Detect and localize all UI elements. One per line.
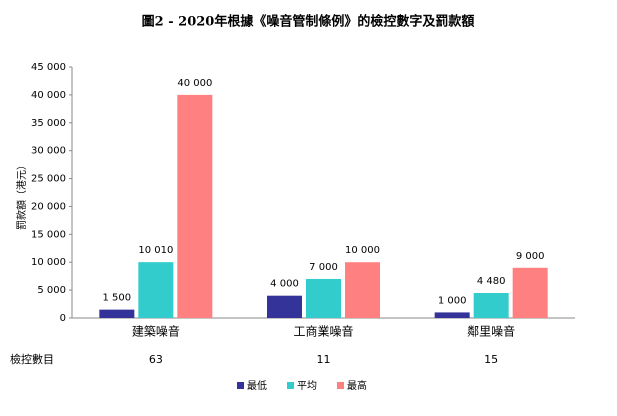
y-tick-label: 30 000: [31, 146, 66, 157]
legend-swatch: [237, 382, 244, 389]
data-label: 9 000: [516, 251, 545, 262]
y-tick-label: 35 000: [31, 118, 66, 129]
legend-swatch: [287, 382, 294, 389]
data-label: 7 000: [309, 262, 338, 273]
legend-label: 最高: [347, 379, 367, 392]
data-label: 10 010: [138, 245, 173, 256]
x-tick-label: 工商業噪音: [293, 324, 353, 339]
y-tick-label: 10 000: [31, 257, 66, 268]
bar: [99, 309, 135, 318]
y-tick-label: 45 000: [31, 62, 66, 73]
footer-row-value: 11: [317, 353, 331, 366]
y-tick-label: 5 000: [37, 285, 66, 296]
bar: [345, 262, 380, 318]
data-label: 4 000: [270, 279, 299, 290]
bar: [306, 278, 341, 318]
data-label: 4 480: [477, 276, 506, 287]
x-tick-label: 鄰里噪音: [467, 324, 515, 339]
legend-label: 最低: [247, 379, 267, 392]
footer-row-value: 15: [484, 353, 498, 366]
footer-row-value: 63: [149, 353, 163, 366]
data-label: 1 000: [438, 295, 467, 306]
data-label: 40 000: [177, 78, 212, 89]
chart-title: 圖2 - 2020年根據《噪音管制條例》的檢控數字及罰款額: [142, 14, 475, 30]
y-tick-label: 25 000: [31, 174, 66, 185]
bar: [177, 94, 213, 318]
footer-row-label: 檢控數目: [10, 352, 54, 366]
bar: [267, 295, 302, 318]
legend-swatch: [337, 382, 344, 389]
y-tick-label: 0: [60, 313, 66, 324]
x-tick-label: 建築噪音: [132, 324, 180, 339]
bar: [473, 293, 509, 318]
bar: [512, 267, 548, 318]
y-tick-label: 15 000: [31, 229, 66, 240]
legend-label: 平均: [297, 380, 317, 392]
y-axis-title: 罰款額（港元）: [15, 160, 28, 230]
bar: [434, 312, 470, 318]
y-tick-label: 20 000: [31, 201, 66, 212]
bar: [138, 262, 174, 318]
data-label: 10 000: [345, 245, 380, 256]
data-label: 1 500: [103, 293, 132, 304]
y-tick-label: 40 000: [31, 90, 66, 101]
